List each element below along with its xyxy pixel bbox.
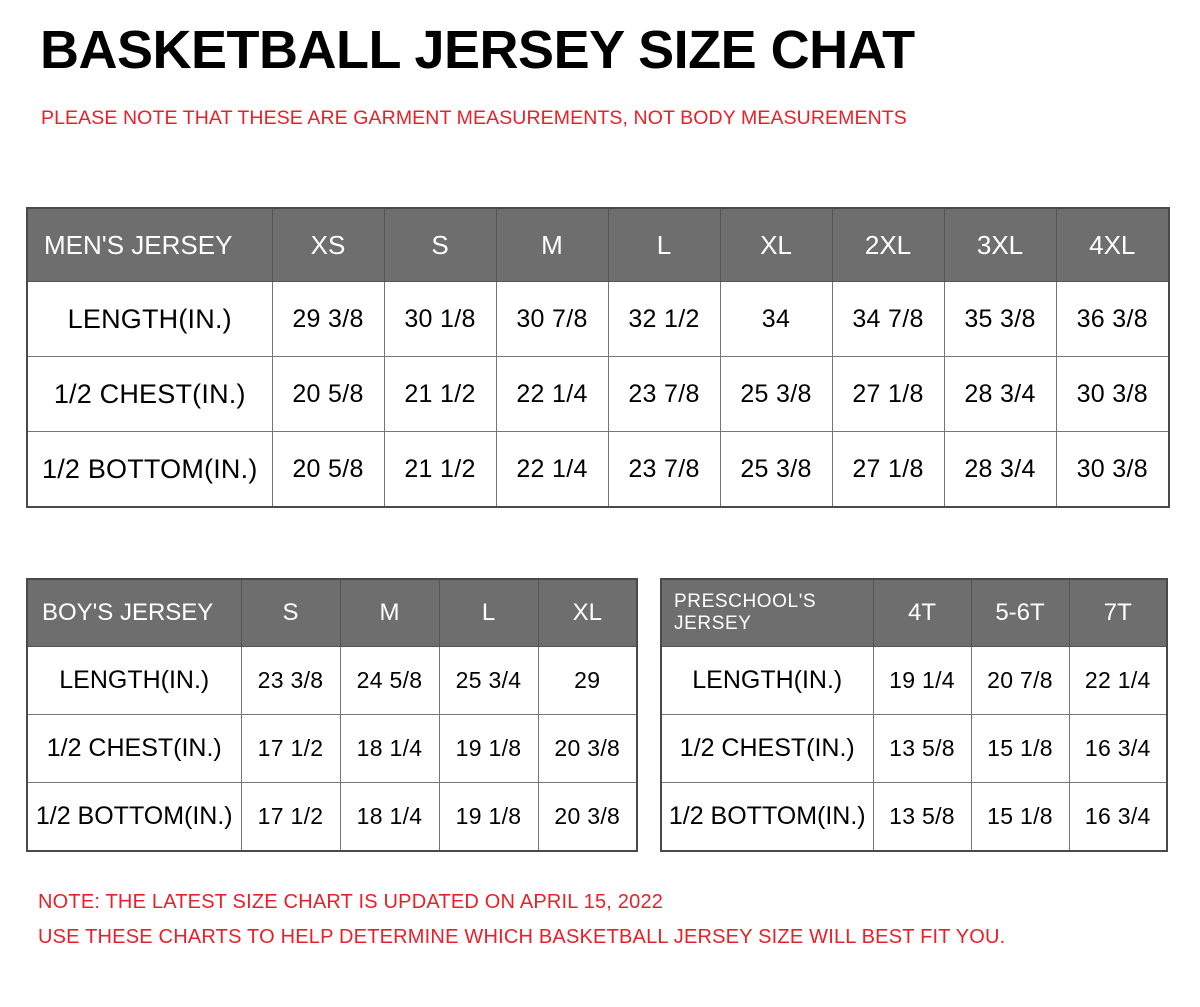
cell-bottom-2xl: 27 1/8: [831, 431, 945, 508]
cell-boys-chest-m: 18 1/4: [339, 714, 440, 783]
column-header-m: M: [495, 207, 609, 282]
row-label-half-chest: 1/2 CHEST(IN.): [26, 714, 242, 783]
cell-boys-length-l: 25 3/4: [438, 646, 539, 715]
cell-pre-bottom-7t: 16 3/4: [1068, 782, 1168, 852]
cell-length-xs: 29 3/8: [271, 281, 385, 357]
cell-boys-length-xl: 29: [537, 646, 638, 715]
cell-boys-bottom-s: 17 1/2: [240, 782, 341, 852]
cell-pre-chest-7t: 16 3/4: [1068, 714, 1168, 783]
cell-pre-length-4t: 19 1/4: [872, 646, 972, 715]
cell-boys-bottom-xl: 20 3/8: [537, 782, 638, 852]
cell-chest-2xl: 27 1/8: [831, 356, 945, 432]
cell-chest-xs: 20 5/8: [271, 356, 385, 432]
column-header-boys-m: M: [339, 578, 440, 647]
cell-boys-chest-l: 19 1/8: [438, 714, 539, 783]
cell-boys-chest-s: 17 1/2: [240, 714, 341, 783]
table-row: LENGTH(IN.) 29 3/8 30 1/8 30 7/8 32 1/2 …: [26, 281, 1170, 357]
column-header-s: S: [383, 207, 497, 282]
table-row: 1/2 CHEST(IN.) 17 1/2 18 1/4 19 1/8 20 3…: [26, 714, 638, 783]
cell-pre-bottom-4t: 13 5/8: [872, 782, 972, 852]
table-header-row: BOY'S JERSEY S M L XL: [26, 578, 638, 647]
cell-boys-bottom-m: 18 1/4: [339, 782, 440, 852]
mens-table-corner-label: MEN'S JERSEY: [26, 207, 273, 282]
cell-chest-l: 23 7/8: [607, 356, 721, 432]
footer-notes: NOTE: THE LATEST SIZE CHART IS UPDATED O…: [38, 885, 1005, 955]
table-row: 1/2 BOTTOM(IN.) 13 5/8 15 1/8 16 3/4: [660, 782, 1168, 852]
table-header-row: MEN'S JERSEY XS S M L XL 2XL 3XL 4XL: [26, 207, 1170, 282]
cell-bottom-4xl: 30 3/8: [1055, 431, 1170, 508]
cell-bottom-xs: 20 5/8: [271, 431, 385, 508]
table-row: 1/2 CHEST(IN.) 13 5/8 15 1/8 16 3/4: [660, 714, 1168, 783]
cell-boys-chest-xl: 20 3/8: [537, 714, 638, 783]
boys-jersey-size-table: BOY'S JERSEY S M L XL LENGTH(IN.) 23 3/8…: [26, 578, 638, 852]
row-label-half-bottom: 1/2 BOTTOM(IN.): [660, 782, 874, 852]
cell-pre-chest-5-6t: 15 1/8: [970, 714, 1070, 783]
column-header-2xl: 2XL: [831, 207, 945, 282]
cell-pre-chest-4t: 13 5/8: [872, 714, 972, 783]
column-header-boys-xl: XL: [537, 578, 638, 647]
cell-bottom-s: 21 1/2: [383, 431, 497, 508]
cell-chest-4xl: 30 3/8: [1055, 356, 1170, 432]
column-header-xl: XL: [719, 207, 833, 282]
row-label-length: LENGTH(IN.): [660, 646, 874, 715]
row-label-length: LENGTH(IN.): [26, 281, 273, 357]
boys-table-corner-label: BOY'S JERSEY: [26, 578, 242, 647]
cell-length-4xl: 36 3/8: [1055, 281, 1170, 357]
table-row: LENGTH(IN.) 23 3/8 24 5/8 25 3/4 29: [26, 646, 638, 715]
mens-jersey-size-table: MEN'S JERSEY XS S M L XL 2XL 3XL 4XL LEN…: [26, 207, 1170, 508]
cell-pre-length-7t: 22 1/4: [1068, 646, 1168, 715]
row-label-length: LENGTH(IN.): [26, 646, 242, 715]
cell-pre-length-5-6t: 20 7/8: [970, 646, 1070, 715]
column-header-xs: XS: [271, 207, 385, 282]
row-label-half-chest: 1/2 CHEST(IN.): [26, 356, 273, 432]
column-header-boys-s: S: [240, 578, 341, 647]
column-header-l: L: [607, 207, 721, 282]
table-row: LENGTH(IN.) 19 1/4 20 7/8 22 1/4: [660, 646, 1168, 715]
cell-length-s: 30 1/8: [383, 281, 497, 357]
cell-length-l: 32 1/2: [607, 281, 721, 357]
cell-length-3xl: 35 3/8: [943, 281, 1057, 357]
cell-length-xl: 34: [719, 281, 833, 357]
cell-length-2xl: 34 7/8: [831, 281, 945, 357]
column-header-boys-l: L: [438, 578, 539, 647]
cell-boys-length-s: 23 3/8: [240, 646, 341, 715]
table-row: 1/2 BOTTOM(IN.) 17 1/2 18 1/4 19 1/8 20 …: [26, 782, 638, 852]
column-header-3xl: 3XL: [943, 207, 1057, 282]
table-row: 1/2 CHEST(IN.) 20 5/8 21 1/2 22 1/4 23 7…: [26, 356, 1170, 432]
cell-bottom-3xl: 28 3/4: [943, 431, 1057, 508]
column-header-4xl: 4XL: [1055, 207, 1170, 282]
cell-chest-3xl: 28 3/4: [943, 356, 1057, 432]
footer-note-usage: USE THESE CHARTS TO HELP DETERMINE WHICH…: [38, 926, 1006, 948]
cell-boys-bottom-l: 19 1/8: [438, 782, 539, 852]
column-header-4t: 4T: [872, 578, 972, 647]
cell-length-m: 30 7/8: [495, 281, 609, 357]
table-header-row: PRESCHOOL'S JERSEY 4T 5-6T 7T: [660, 578, 1168, 647]
row-label-half-bottom: 1/2 BOTTOM(IN.): [26, 431, 273, 508]
page-title: BASKETBALL JERSEY SIZE CHAT: [40, 20, 915, 80]
cell-bottom-l: 23 7/8: [607, 431, 721, 508]
column-header-7t: 7T: [1068, 578, 1168, 647]
footer-note-update: NOTE: THE LATEST SIZE CHART IS UPDATED O…: [38, 891, 664, 913]
cell-bottom-m: 22 1/4: [495, 431, 609, 508]
preschool-table-corner-label: PRESCHOOL'S JERSEY: [660, 578, 874, 647]
preschool-jersey-size-table: PRESCHOOL'S JERSEY 4T 5-6T 7T LENGTH(IN.…: [660, 578, 1168, 852]
cell-bottom-xl: 25 3/8: [719, 431, 833, 508]
cell-chest-m: 22 1/4: [495, 356, 609, 432]
garment-measurement-note: PLEASE NOTE THAT THESE ARE GARMENT MEASU…: [41, 107, 907, 129]
cell-chest-s: 21 1/2: [383, 356, 497, 432]
column-header-5-6t: 5-6T: [970, 578, 1070, 647]
table-row: 1/2 BOTTOM(IN.) 20 5/8 21 1/2 22 1/4 23 …: [26, 431, 1170, 508]
cell-pre-bottom-5-6t: 15 1/8: [970, 782, 1070, 852]
cell-chest-xl: 25 3/8: [719, 356, 833, 432]
row-label-half-bottom: 1/2 BOTTOM(IN.): [26, 782, 242, 852]
row-label-half-chest: 1/2 CHEST(IN.): [660, 714, 874, 783]
cell-boys-length-m: 24 5/8: [339, 646, 440, 715]
